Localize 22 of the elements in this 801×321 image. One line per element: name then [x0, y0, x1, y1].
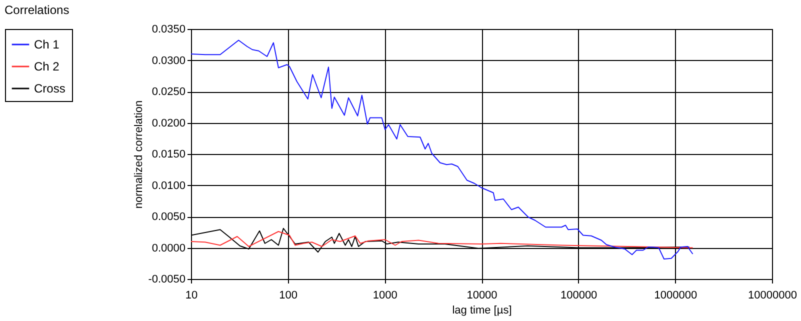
x-axis-title: lag time [µs]	[452, 304, 512, 316]
x-tick-label: 10000000	[748, 290, 797, 302]
legend-label: Ch 1	[34, 38, 60, 52]
x-tick-label: 10	[185, 290, 198, 302]
legend-label: Cross	[34, 82, 66, 96]
y-tick-label: 0.0350	[152, 24, 186, 36]
x-tick-label: 10000	[466, 290, 498, 302]
x-tick-label: 100000	[560, 290, 598, 302]
y-tick-label: 0.0050	[152, 211, 186, 223]
y-tick-label: 0.0000	[152, 242, 186, 254]
y-axis-title: normalized correlation	[133, 100, 146, 209]
y-tick-label: 0.0100	[152, 180, 186, 192]
y-tick-label: 0.0150	[152, 148, 186, 160]
y-tick-label: 0.0200	[152, 117, 186, 130]
y-tick-label: -0.0050	[148, 274, 186, 286]
y-tick-label: 0.0250	[152, 86, 186, 98]
y-tick-label: 0.0300	[152, 54, 186, 67]
x-tick-label: 1000	[372, 290, 398, 302]
text: Correlations	[4, 3, 70, 17]
x-tick-label: 100	[279, 290, 298, 302]
legend-label: Ch 2	[34, 60, 60, 74]
x-tick-label: 1000000	[654, 290, 698, 302]
